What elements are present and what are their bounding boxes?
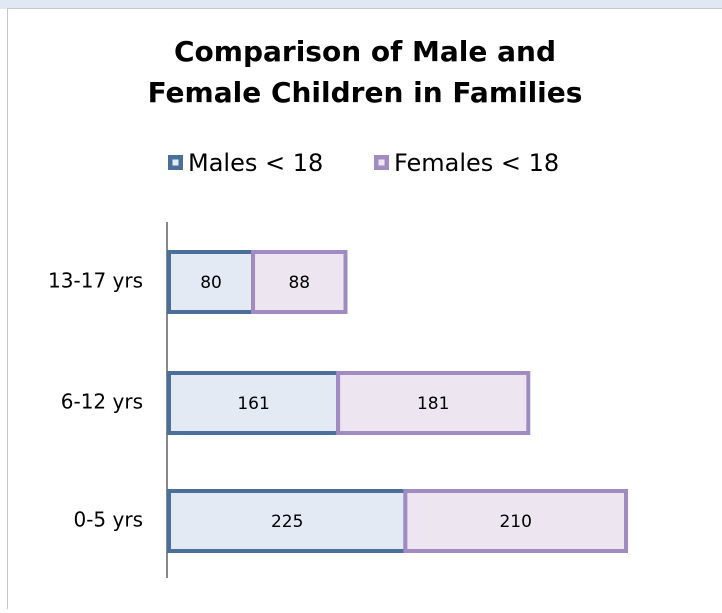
legend-label: Males < 18 [188, 149, 323, 177]
chart-title: Female Children in Families [148, 76, 583, 109]
data-label: 88 [288, 273, 310, 293]
y-tick-label: 0-5 yrs [73, 508, 143, 532]
top-band [0, 0, 722, 9]
y-tick-label: 6-12 yrs [61, 390, 143, 414]
data-label: 161 [237, 394, 269, 414]
legend-swatch-inner [173, 160, 179, 166]
data-label: 181 [417, 394, 449, 414]
y-tick-label: 13-17 yrs [48, 269, 143, 293]
legend-label: Females < 18 [394, 149, 559, 177]
legend-swatch-inner [379, 160, 385, 166]
data-label: 210 [499, 512, 531, 532]
chart-title: Comparison of Male and [174, 35, 556, 68]
data-label: 80 [200, 273, 222, 293]
data-label: 225 [271, 512, 303, 532]
